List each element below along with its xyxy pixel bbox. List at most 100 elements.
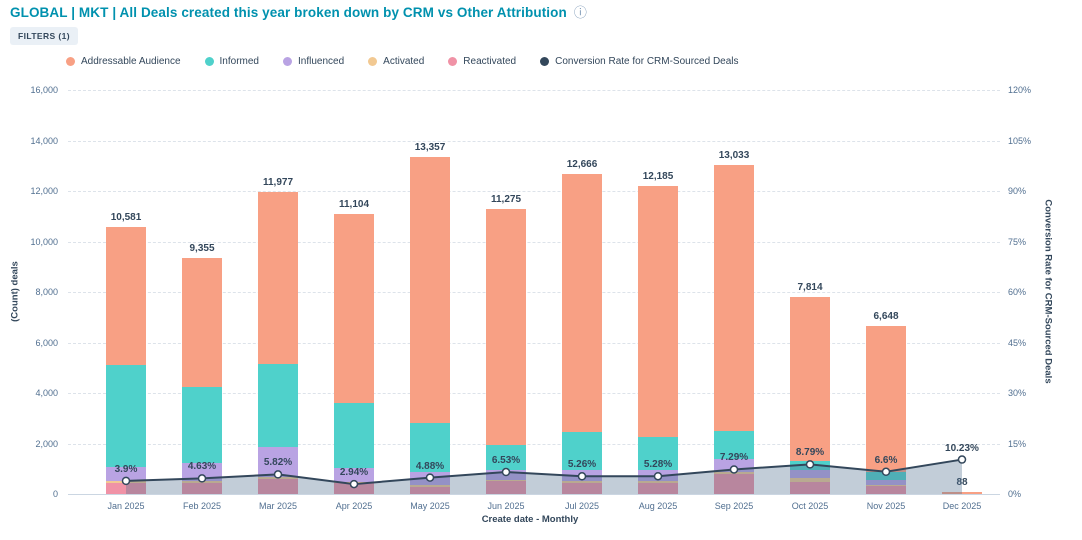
bar-segment-activated[interactable] [866, 484, 906, 487]
line-value-label: 3.9% [114, 463, 138, 475]
x-tick-label: Mar 2025 [258, 501, 298, 511]
bar-segment-influenced[interactable] [866, 479, 906, 485]
bar-segment-informed[interactable] [790, 460, 830, 470]
bar-segment-influenced[interactable] [562, 470, 602, 482]
bar-segment-activated[interactable] [410, 485, 450, 487]
bar-segment-addressable-audience[interactable] [942, 491, 982, 494]
y-tick-label-left: 14,000 [30, 135, 58, 146]
bar-segment-activated[interactable] [106, 480, 146, 483]
x-tick-label: Oct 2025 [791, 501, 829, 511]
bar-segment-addressable-audience[interactable] [182, 257, 222, 387]
gridline [68, 292, 1000, 293]
x-tick-label: Aug 2025 [638, 501, 678, 511]
legend-item-informed[interactable]: Informed [204, 56, 259, 67]
legend-item-reactivated[interactable]: Reactivated [448, 56, 516, 67]
bar-segment-activated[interactable] [486, 479, 526, 482]
legend-label: Conversion Rate for CRM-Sourced Deals [555, 56, 739, 67]
bar-segment-influenced[interactable] [790, 469, 830, 478]
y-tick-label-left: 16,000 [30, 85, 58, 95]
legend-item-influenced[interactable]: Influenced [283, 56, 344, 67]
bar-segment-addressable-audience[interactable] [106, 226, 146, 366]
bar-segment-activated[interactable] [714, 472, 754, 475]
bar-segment-informed[interactable] [106, 365, 146, 467]
bar-segment-reactivated[interactable] [182, 482, 222, 494]
bar-segment-influenced[interactable] [410, 472, 450, 486]
line-marker[interactable] [957, 455, 967, 464]
line-value-label: 10.23% [945, 442, 979, 454]
bar-segment-informed[interactable] [258, 363, 298, 448]
bar-segment-activated[interactable] [790, 477, 830, 482]
legend-dot-icon [204, 57, 214, 66]
bar-total-label: 12,185 [642, 171, 674, 183]
x-tick-label: Dec 2025 [942, 501, 982, 511]
bar-segment-activated[interactable] [562, 481, 602, 483]
y-tick-label-right: 15% [1008, 438, 1027, 449]
legend-label: Activated [383, 56, 425, 67]
line-value-label: 6.6% [874, 454, 898, 466]
y-tick-label-right: 0% [1008, 489, 1022, 499]
gridline [68, 443, 1000, 445]
bar-segment-addressable-audience[interactable] [714, 164, 754, 431]
bar-segment-addressable-audience[interactable] [334, 213, 374, 404]
legend-item-conversion-rate-for-crm-sourced-deals[interactable]: Conversion Rate for CRM-Sourced Deals [540, 56, 739, 67]
legend-dot-icon [368, 57, 378, 66]
x-tick-label: Sep 2025 [714, 501, 754, 511]
line-value-label: 5.26% [567, 459, 597, 471]
line-value-label: 7.29% [719, 452, 749, 464]
bar-segment-reactivated[interactable] [562, 482, 602, 494]
legend: Addressable Audience Informed Influenced Ac… [66, 56, 739, 67]
bar-segment-reactivated[interactable] [790, 481, 830, 494]
gridline [68, 393, 1000, 394]
y-tick-label-left: 8,000 [35, 287, 58, 297]
legend-label: Addressable Audience [81, 56, 181, 67]
bar-segment-reactivated[interactable] [410, 486, 450, 494]
bar-segment-activated[interactable] [334, 481, 374, 484]
info-icon[interactable]: ⓘ [573, 5, 587, 20]
x-tick-label: Nov 2025 [866, 501, 906, 511]
bar-segment-informed[interactable] [714, 430, 754, 459]
y-tick-label-right: 30% [1008, 388, 1027, 398]
bar-segment-activated[interactable] [638, 480, 678, 483]
gridline [68, 241, 1000, 243]
y-tick-label-left: 2,000 [35, 438, 58, 449]
line-value-label: 6.53% [491, 455, 521, 467]
filters-button[interactable]: FILTERS (1) [10, 27, 78, 45]
y-tick-label-left: 4,000 [35, 388, 58, 398]
bar-segment-activated[interactable] [182, 480, 222, 483]
bar-segment-addressable-audience[interactable] [866, 326, 906, 472]
legend-item-activated[interactable]: Activated [368, 56, 424, 67]
bar-segment-addressable-audience[interactable] [638, 186, 678, 438]
bar-segment-informed[interactable] [866, 471, 906, 480]
x-tick-label: Jul 2025 [564, 501, 600, 511]
bar-segment-activated[interactable] [258, 477, 298, 479]
gridline [68, 90, 1000, 91]
bar-segment-reactivated[interactable] [638, 482, 678, 494]
bar-segment-reactivated[interactable] [258, 478, 298, 494]
gridline [68, 140, 1000, 142]
line-value-label: 5.28% [643, 459, 673, 471]
bar-segment-informed[interactable] [334, 403, 374, 468]
bar-segment-reactivated[interactable] [866, 486, 906, 494]
gridline [68, 494, 1000, 495]
bar-segment-reactivated[interactable] [486, 481, 526, 494]
bar-total-label: 11,977 [262, 176, 294, 188]
report-title: GLOBAL | MKT | All Deals created this ye… [10, 5, 567, 20]
y-tick-label-left: 6,000 [35, 337, 58, 348]
bar-segment-reactivated[interactable] [334, 483, 374, 494]
bar-segment-addressable-audience[interactable] [562, 174, 602, 433]
bar-segment-reactivated[interactable] [714, 474, 754, 494]
bar-segment-influenced[interactable] [638, 470, 678, 481]
bar-segment-informed[interactable] [182, 386, 222, 463]
bar-segment-addressable-audience[interactable] [790, 296, 830, 461]
legend-item-addressable-audience[interactable]: Addressable Audience [66, 56, 181, 67]
bar-segment-addressable-audience[interactable] [410, 156, 450, 424]
bar-segment-influenced[interactable] [486, 469, 526, 480]
bar-total-label: 11,275 [490, 194, 522, 206]
bar-segment-reactivated[interactable] [106, 482, 146, 494]
bar-segment-addressable-audience[interactable] [258, 191, 298, 364]
legend-label: Influenced [298, 56, 345, 67]
legend-label: Informed [219, 56, 259, 67]
bar-segment-addressable-audience[interactable] [486, 209, 526, 445]
